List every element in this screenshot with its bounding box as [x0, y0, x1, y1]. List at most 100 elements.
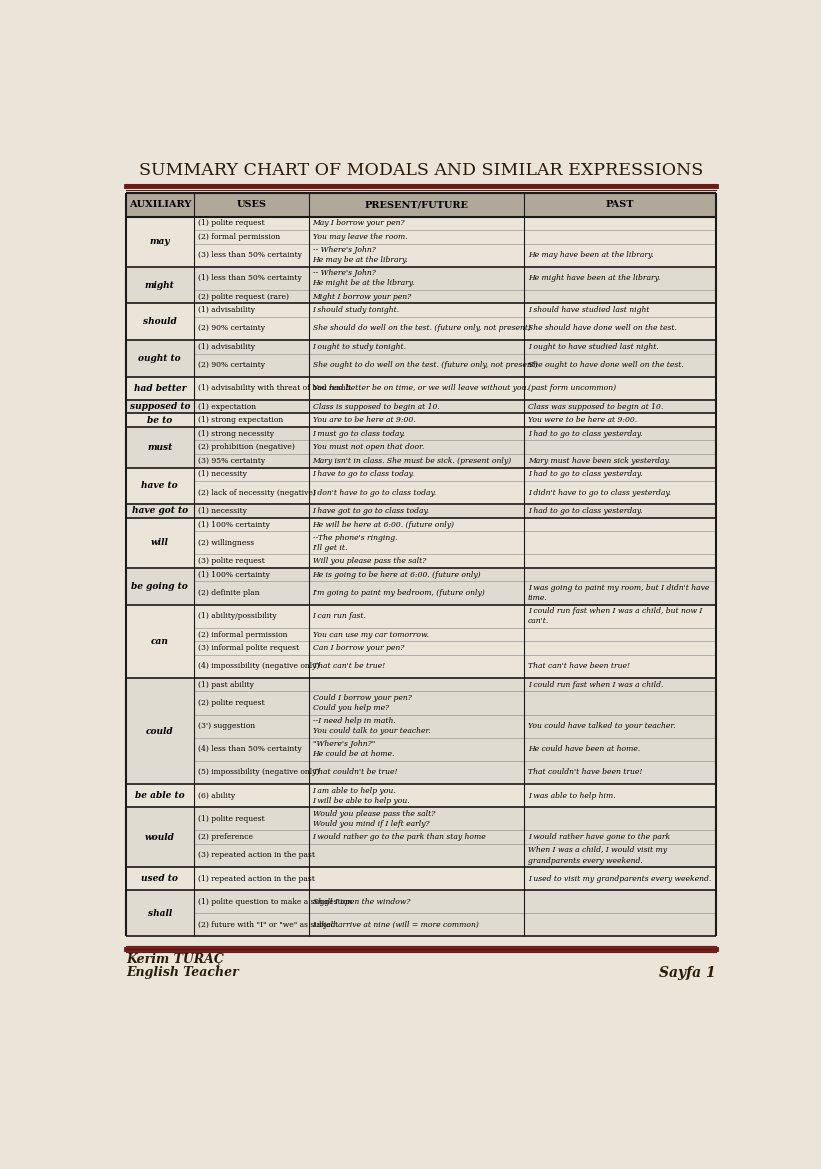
Text: (2) preference: (2) preference: [198, 833, 253, 842]
Text: (1) expectation: (1) expectation: [198, 402, 255, 410]
Text: supposed to: supposed to: [130, 402, 190, 411]
Text: I could run fast when I was a child, but now I
can't.: I could run fast when I was a child, but…: [528, 607, 702, 625]
Text: (1) advisability: (1) advisability: [198, 306, 255, 314]
Text: I didn't have to go to class yesterday.: I didn't have to go to class yesterday.: [528, 489, 671, 497]
Text: (1) 100% certainty: (1) 100% certainty: [198, 520, 269, 528]
Text: You had better be on time, or we will leave without you.: You had better be on time, or we will le…: [313, 385, 529, 393]
Text: You can use my car tomorrow.: You can use my car tomorrow.: [313, 630, 429, 638]
Text: might: might: [145, 281, 175, 290]
Text: I can run fast.: I can run fast.: [313, 613, 366, 621]
Text: would: would: [144, 832, 175, 842]
Text: I have to go to class today.: I have to go to class today.: [313, 470, 415, 478]
Text: I had to go to class yesterday.: I had to go to class yesterday.: [528, 507, 642, 516]
Text: Might I borrow your pen?: Might I borrow your pen?: [313, 292, 412, 300]
Text: shall: shall: [148, 908, 172, 918]
Text: Sayfa 1: Sayfa 1: [659, 966, 716, 980]
Text: (2) lack of necessity (negative): (2) lack of necessity (negative): [198, 489, 315, 497]
Text: (1) advisability: (1) advisability: [198, 343, 255, 351]
Text: He may have been at the library.: He may have been at the library.: [528, 251, 654, 260]
Text: You may leave the room.: You may leave the room.: [313, 233, 407, 241]
Text: He could have been at home.: He could have been at home.: [528, 746, 640, 753]
Text: I shall arrive at nine (will = more common): I shall arrive at nine (will = more comm…: [313, 921, 479, 929]
Text: I don't have to go to class today.: I don't have to go to class today.: [313, 489, 437, 497]
Text: She ought to do well on the test. (future only, not present): She ought to do well on the test. (futur…: [313, 361, 538, 369]
Text: I used to visit my grandparents every weekend.: I used to visit my grandparents every we…: [528, 874, 711, 883]
Text: have to: have to: [141, 482, 178, 490]
Text: You must not open that door.: You must not open that door.: [313, 443, 424, 451]
Text: used to: used to: [141, 874, 178, 883]
Bar: [126, 216, 716, 267]
Text: (2) future with "I" or "we" as subject: (2) future with "I" or "we" as subject: [198, 921, 337, 929]
Text: (2) willingness: (2) willingness: [198, 539, 254, 547]
Text: (3) repeated action in the past: (3) repeated action in the past: [198, 851, 314, 859]
Text: I ought to study tonight.: I ought to study tonight.: [313, 343, 406, 351]
Text: Mary isn't in class. She must be sick. (present only): Mary isn't in class. She must be sick. (…: [313, 457, 511, 465]
Bar: [126, 890, 716, 936]
Text: (1) less than 50% certainty: (1) less than 50% certainty: [198, 275, 301, 282]
Text: (1) 100% certainty: (1) 100% certainty: [198, 570, 269, 579]
Text: (2) polite request: (2) polite request: [198, 699, 264, 707]
Text: (4) less than 50% certainty: (4) less than 50% certainty: [198, 746, 301, 753]
Text: (2) definite plan: (2) definite plan: [198, 589, 259, 597]
Text: Can I borrow your pen?: Can I borrow your pen?: [313, 644, 404, 652]
Text: (3) informal polite request: (3) informal polite request: [198, 644, 299, 652]
Text: I would rather go to the park than stay home: I would rather go to the park than stay …: [313, 833, 486, 842]
Bar: [126, 304, 716, 340]
Bar: [126, 267, 716, 304]
Text: (2) formal permission: (2) formal permission: [198, 233, 280, 241]
Text: could: could: [146, 726, 173, 735]
Text: (1) repeated action in the past: (1) repeated action in the past: [198, 874, 314, 883]
Text: I had to go to class yesterday.: I had to go to class yesterday.: [528, 470, 642, 478]
Bar: [126, 376, 716, 400]
Text: That couldn't be true!: That couldn't be true!: [313, 768, 397, 776]
Bar: [126, 504, 716, 518]
Bar: [126, 808, 716, 867]
Text: (2) informal permission: (2) informal permission: [198, 630, 287, 638]
Text: have got to: have got to: [131, 506, 188, 516]
Bar: [126, 468, 716, 504]
Bar: [126, 867, 716, 890]
Text: (3) less than 50% certainty: (3) less than 50% certainty: [198, 251, 301, 260]
Text: (3) 95% certainty: (3) 95% certainty: [198, 457, 264, 465]
Text: will: will: [151, 539, 169, 547]
Text: (past form uncommon): (past form uncommon): [528, 385, 616, 393]
Bar: [126, 427, 716, 468]
Text: I'm going to paint my bedroom, (future only): I'm going to paint my bedroom, (future o…: [313, 589, 485, 597]
Text: must: must: [147, 443, 172, 451]
Text: That can't have been true!: That can't have been true!: [528, 663, 630, 670]
Bar: [126, 193, 716, 216]
Text: I should study tonight.: I should study tonight.: [313, 306, 400, 314]
Text: She should have done well on the test.: She should have done well on the test.: [528, 325, 677, 332]
Text: I would rather have gone to the park: I would rather have gone to the park: [528, 833, 670, 842]
Text: (5) impossibility (negative only): (5) impossibility (negative only): [198, 768, 319, 776]
Text: That couldn't have been true!: That couldn't have been true!: [528, 768, 642, 776]
Text: That can't be true!: That can't be true!: [313, 663, 385, 670]
Text: (1) polite question to make a suggestion: (1) polite question to make a suggestion: [198, 898, 352, 906]
Text: (1) polite request: (1) polite request: [198, 220, 264, 227]
Text: (2) prohibition (negative): (2) prohibition (negative): [198, 443, 295, 451]
Text: I had to go to class yesterday.: I had to go to class yesterday.: [528, 430, 642, 437]
Text: Shall I open the window?: Shall I open the window?: [313, 898, 410, 906]
Text: Could I borrow your pen?
Could you help me?: Could I borrow your pen? Could you help …: [313, 694, 411, 712]
Text: (4) impossibility (negative only): (4) impossibility (negative only): [198, 663, 319, 670]
Text: I must go to class today.: I must go to class today.: [313, 430, 406, 437]
Text: I was able to help him.: I was able to help him.: [528, 791, 616, 800]
Text: I should have studied last night: I should have studied last night: [528, 306, 649, 314]
Text: I could run fast when I was a child.: I could run fast when I was a child.: [528, 680, 663, 689]
Text: --I need help in math.
You could talk to your teacher.: --I need help in math. You could talk to…: [313, 717, 430, 735]
Text: (3) polite request: (3) polite request: [198, 558, 264, 565]
Text: He will be here at 6:00. (future only): He will be here at 6:00. (future only): [313, 520, 455, 528]
Text: Class was supposed to begin at 10.: Class was supposed to begin at 10.: [528, 402, 663, 410]
Text: be able to: be able to: [135, 791, 185, 800]
Text: (1) advisability with threat of bad result: (1) advisability with threat of bad resu…: [198, 385, 351, 393]
Text: She should do well on the test. (future only, not present): She should do well on the test. (future …: [313, 325, 530, 332]
Text: I have got to go to class today.: I have got to go to class today.: [313, 507, 429, 516]
Bar: [126, 400, 716, 414]
Text: may: may: [149, 237, 170, 247]
Text: He is going to be here at 6:00. (future only): He is going to be here at 6:00. (future …: [313, 570, 481, 579]
Text: You are to be here at 9:00.: You are to be here at 9:00.: [313, 416, 415, 424]
Text: (6) ability: (6) ability: [198, 791, 235, 800]
Text: PRESENT/FUTURE: PRESENT/FUTURE: [365, 200, 468, 209]
Bar: [126, 784, 716, 808]
Text: Will you please pass the salt?: Will you please pass the salt?: [313, 558, 426, 565]
